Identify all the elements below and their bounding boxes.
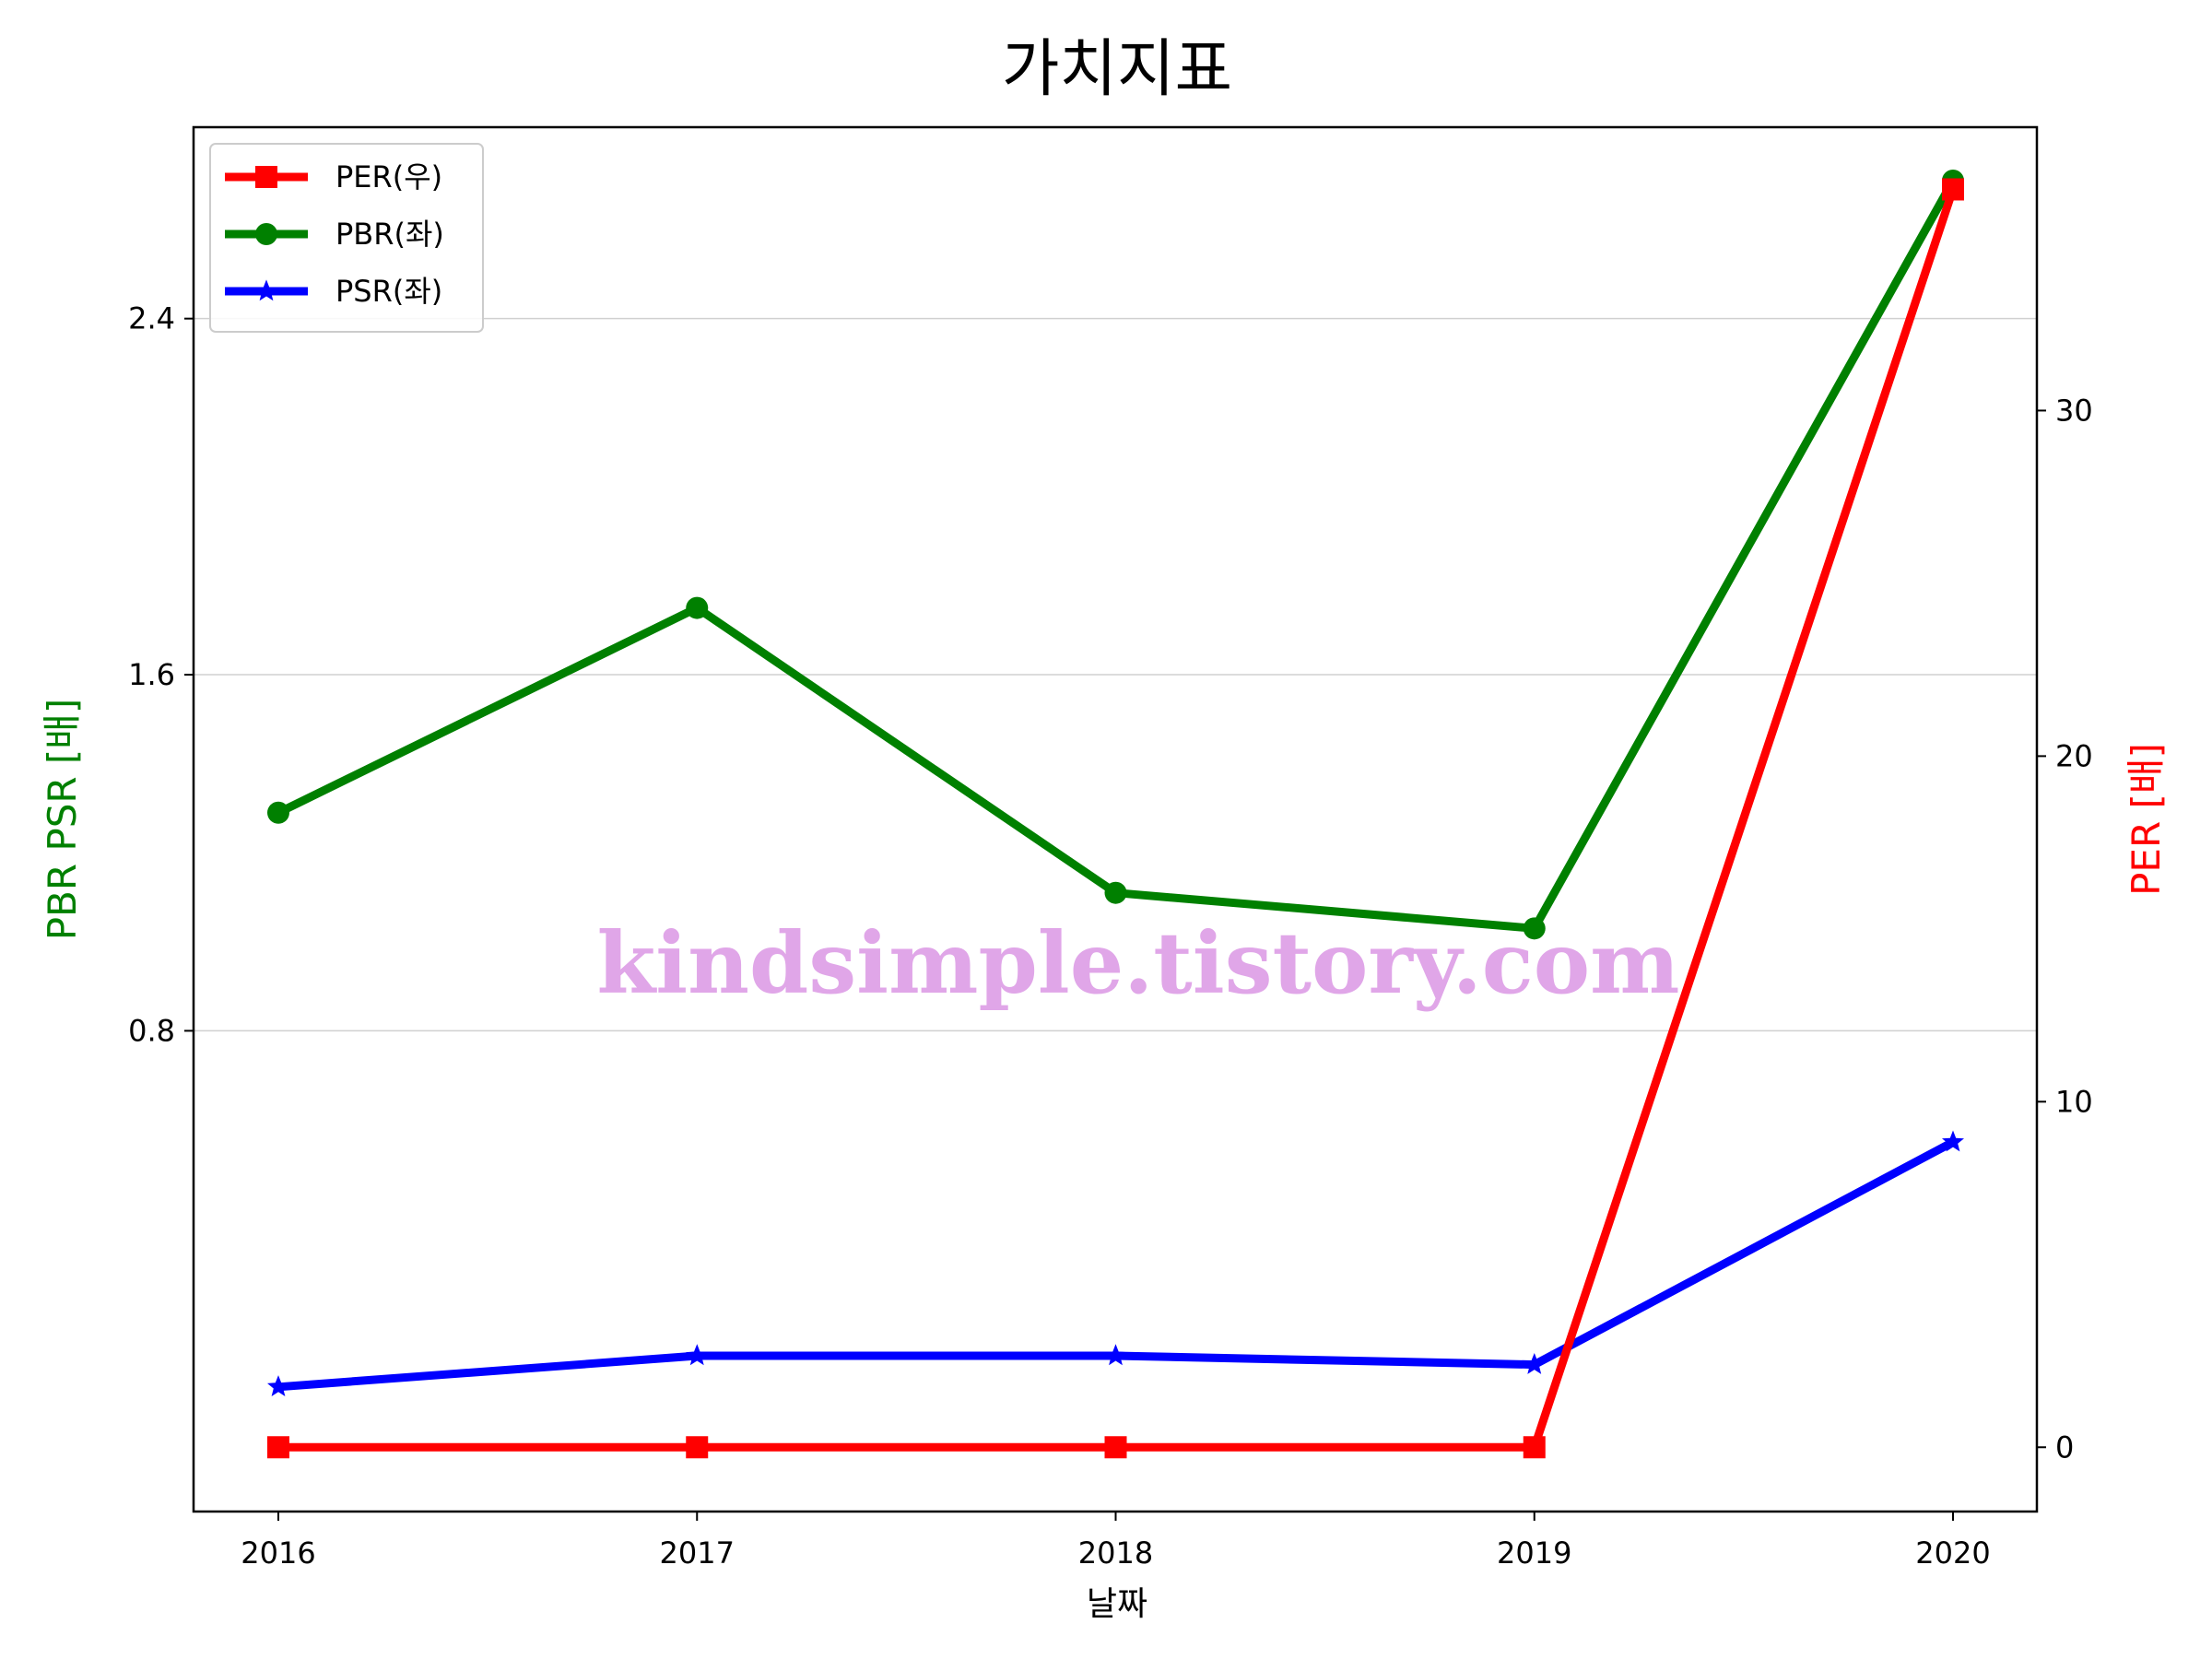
left-y-tick-label: 1.6 [128, 657, 175, 692]
series-layer [267, 169, 1964, 1459]
per-point [1942, 178, 1964, 201]
pbr-point [686, 596, 709, 619]
right-y-axis-label: PER [배] [2124, 743, 2169, 896]
legend-marker [255, 166, 277, 188]
left-y-axis-label: PBR PSR [배] [40, 699, 85, 941]
legend-frame [209, 143, 484, 333]
psr-point [686, 1344, 709, 1366]
chart-title: 가치지표 [1002, 33, 1232, 106]
x-tick-label: 2019 [1497, 1535, 1571, 1571]
watermark: kindsimple.tistory.com [596, 913, 1679, 1013]
legend: PER(우) PBR(좌) PSR(좌) [209, 143, 484, 333]
right-y-tick-label: 0 [2055, 1430, 2074, 1465]
left-y-tick-label: 2.4 [128, 301, 175, 336]
legend-label: PBR(좌) [335, 217, 444, 252]
per-point [1523, 1436, 1546, 1459]
per-point [267, 1436, 289, 1459]
x-tick-label: 2020 [1915, 1535, 1990, 1571]
pbr-line [274, 176, 1958, 933]
legend-label: PSR(좌) [335, 274, 442, 309]
per-point [1104, 1436, 1127, 1459]
plot-frame [192, 125, 2039, 1513]
right-y-tick-label: 20 [2055, 738, 2093, 773]
pbr-point [267, 801, 289, 824]
x-tick-label: 2017 [660, 1535, 735, 1571]
legend-label: PER(우) [335, 159, 442, 194]
pbr-point [1104, 881, 1127, 904]
psr-point [1942, 1130, 1964, 1152]
x-tick-label: 2018 [1078, 1535, 1153, 1571]
legend-item-pbr: PBR(좌) [225, 217, 444, 252]
right-y-tick-label: 10 [2055, 1084, 2093, 1119]
pbr-point [1523, 917, 1546, 940]
pbr-series [267, 169, 1964, 940]
legend-marker [255, 279, 277, 301]
psr-point [1104, 1344, 1127, 1366]
legend-marker [255, 223, 277, 245]
psr-point [1523, 1353, 1546, 1374]
psr-series [267, 1130, 1964, 1396]
left-y-tick-label: 0.8 [128, 1013, 175, 1048]
right-y-tick-label: 30 [2055, 393, 2093, 428]
per-series [267, 178, 1964, 1459]
psr-point [267, 1375, 289, 1396]
x-axis-label: 날짜 [1087, 1585, 1147, 1623]
grid-lines [194, 317, 2037, 1032]
legend-item-psr: PSR(좌) [225, 274, 442, 309]
per-point [686, 1436, 709, 1459]
x-axis: 2016 2017 2018 2019 2020 [241, 1512, 1991, 1571]
x-tick-label: 2016 [241, 1535, 315, 1571]
per-line [274, 185, 1958, 1452]
legend-item-per: PER(우) [225, 159, 442, 194]
right-y-axis: 0 10 20 30 [2037, 393, 2093, 1465]
left-y-axis: 0.8 1.6 2.4 [128, 301, 194, 1048]
